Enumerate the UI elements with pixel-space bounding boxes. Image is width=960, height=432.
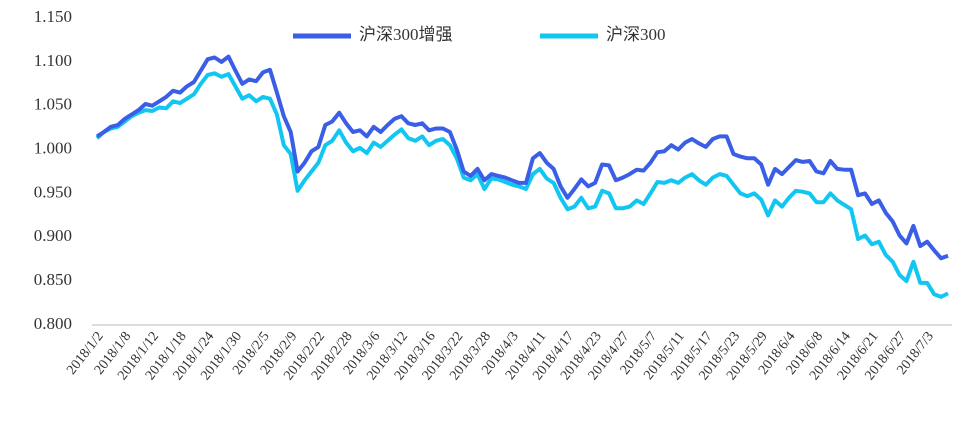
legend-label: 沪深300 — [606, 25, 666, 44]
y-tick-label: 1.050 — [34, 95, 72, 114]
y-tick-label: 1.150 — [34, 7, 72, 26]
y-tick-label: 1.100 — [34, 51, 72, 70]
legend-label: 沪深300增强 — [359, 25, 453, 44]
y-tick-label: 0.950 — [34, 182, 72, 201]
line-series — [95, 71, 949, 299]
line-series — [95, 54, 949, 261]
y-tick-label: 0.850 — [34, 270, 72, 289]
y-tick-label: 0.900 — [34, 226, 72, 245]
y-tick-label: 1.000 — [34, 138, 72, 157]
y-tick-label: 0.800 — [34, 314, 72, 333]
